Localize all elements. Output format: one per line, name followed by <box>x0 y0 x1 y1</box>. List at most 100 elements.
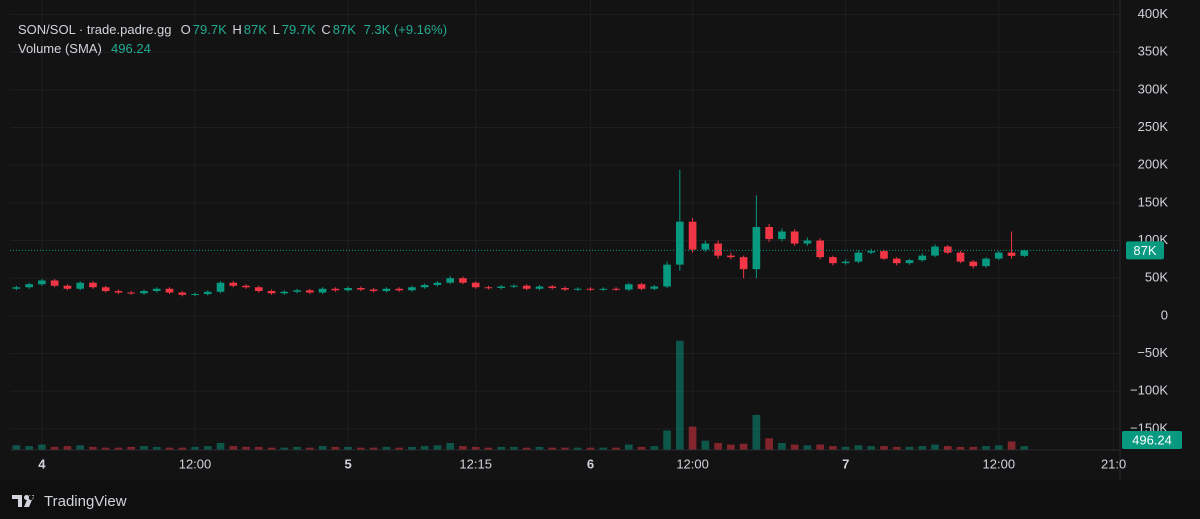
candle-body <box>727 255 735 258</box>
x-tick-label: 12:00 <box>179 456 212 471</box>
volume-bar <box>867 446 876 450</box>
volume-badge-label: 496.24 <box>1132 432 1172 447</box>
price-badge <box>1126 241 1164 260</box>
candle-body <box>663 264 671 287</box>
volume-bar <box>599 447 608 450</box>
volume-bar <box>829 446 837 450</box>
volume-bar <box>357 447 365 450</box>
volume-bar <box>931 444 939 450</box>
volume-bar <box>25 446 33 450</box>
candle-body <box>854 252 863 262</box>
volume-bar <box>229 446 238 450</box>
volume-bar <box>76 445 84 450</box>
volume-bar <box>216 442 225 450</box>
volume-bar <box>969 446 978 450</box>
y-tick-label: −100K <box>1130 383 1168 398</box>
candle-body <box>892 258 901 264</box>
volume-bar <box>497 446 506 450</box>
candle-body <box>216 282 225 292</box>
candle-body <box>778 231 786 240</box>
volume-bar <box>739 443 748 450</box>
y-tick-label: 400K <box>1138 6 1169 21</box>
volume-bar <box>382 446 391 450</box>
candle-body <box>63 285 72 289</box>
volume-bar <box>522 447 531 450</box>
x-tick-label: 4 <box>38 456 46 471</box>
x-tick-label: 12:15 <box>459 456 492 471</box>
candle-body <box>471 282 480 288</box>
volume-bar <box>727 444 735 450</box>
candle-body <box>994 252 1003 259</box>
candle-body <box>752 226 761 270</box>
candle-body <box>433 282 442 285</box>
volume-name: Volume (SMA) <box>18 41 102 56</box>
price-badge-label: 87K <box>1133 243 1156 258</box>
logo <box>12 495 34 507</box>
candle-body <box>459 278 467 283</box>
y-tick-label: 300K <box>1138 81 1169 96</box>
candle-body <box>522 285 531 289</box>
candle-body <box>905 260 914 264</box>
chart: 400K350K300K250K200K150K100K50K0−50K−100… <box>10 0 1200 480</box>
y-tick-label: 200K <box>1138 157 1169 172</box>
volume-badge <box>1122 431 1182 449</box>
volume-bar <box>267 447 276 450</box>
y-tick-label: 150K <box>1138 194 1169 209</box>
candle-body <box>140 291 148 294</box>
volume-bar <box>637 446 646 450</box>
volume-bar <box>89 446 97 450</box>
volume-bar <box>956 446 965 450</box>
candle-body <box>89 282 97 288</box>
volume-bar <box>714 442 722 450</box>
candle-body <box>841 261 850 264</box>
price-legend: SON/SOL · trade.padre.gg O 79.7K H 87K L 79… <box>18 20 449 39</box>
candle-body <box>867 251 876 253</box>
candle-body <box>790 231 799 244</box>
candle-body <box>127 292 136 294</box>
chart-panel: 400K 350K 300K 250K 200K 150K 100K 50K 0 −50K −100… <box>10 0 1200 480</box>
candle-body <box>612 288 620 290</box>
candle-body <box>548 286 557 289</box>
ohlc-label: O <box>180 22 191 37</box>
volume-bar <box>663 430 671 450</box>
candle-body <box>165 288 174 293</box>
volume-bar <box>790 444 799 450</box>
volume-bar <box>433 445 442 450</box>
candle-body <box>446 278 454 283</box>
volume-bar <box>254 446 263 450</box>
ohlc-label: C <box>321 22 331 37</box>
candle-body <box>803 240 812 244</box>
candle-body <box>306 290 314 293</box>
y-tick-label: −50K <box>1137 345 1168 360</box>
candle-body <box>510 285 518 287</box>
candle-body <box>178 292 187 295</box>
candle-body <box>331 288 340 291</box>
brand: TradingView <box>44 492 127 510</box>
volume-bar <box>535 446 544 450</box>
candle-body <box>318 288 327 293</box>
volume-bar <box>101 447 110 450</box>
volume-bar <box>573 447 582 450</box>
candle-body <box>203 291 212 295</box>
candle-body <box>624 284 633 290</box>
candle-body <box>931 246 939 256</box>
volume-bar <box>165 447 174 450</box>
volume-bar <box>152 446 161 450</box>
y-tick-label: 350K <box>1138 44 1169 59</box>
ohlc-value: 79.7K <box>281 22 316 37</box>
candle-body <box>701 243 710 250</box>
volume-bar <box>892 446 901 450</box>
x-tick-label: 7 <box>842 456 849 471</box>
candle-body <box>561 288 569 290</box>
y-tick-label: 50K <box>1145 270 1168 285</box>
candle-body <box>76 282 84 289</box>
y-tick-label: 0 <box>1161 307 1168 322</box>
candle-body <box>650 286 659 289</box>
volume-bar <box>318 446 327 450</box>
candle-body <box>816 240 824 258</box>
candle-body <box>676 221 684 265</box>
volume-bar <box>982 446 990 450</box>
volume-bar <box>191 446 199 450</box>
price-axis <box>1120 0 1200 480</box>
candle-body <box>344 288 352 291</box>
